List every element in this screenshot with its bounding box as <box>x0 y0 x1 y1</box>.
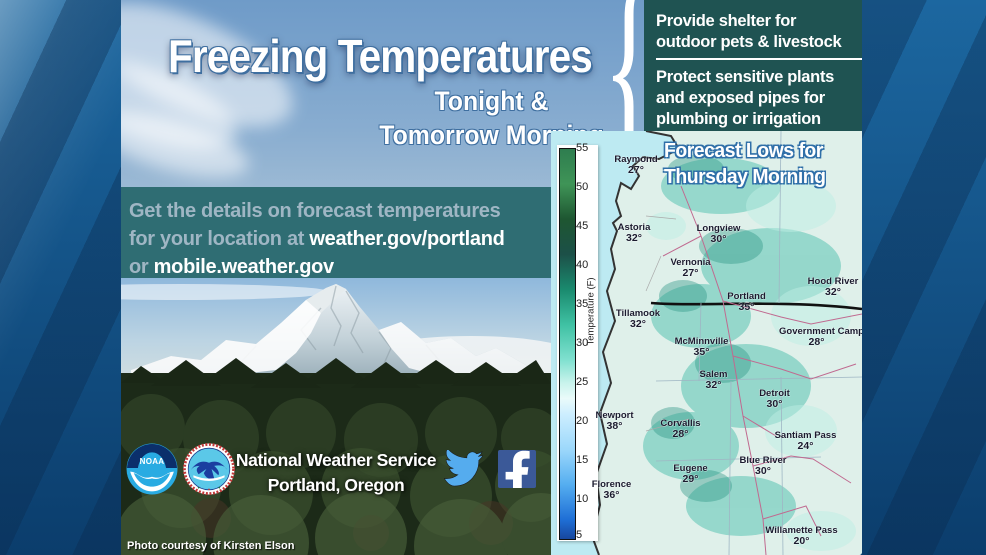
svg-text:NOAA: NOAA <box>140 457 165 466</box>
